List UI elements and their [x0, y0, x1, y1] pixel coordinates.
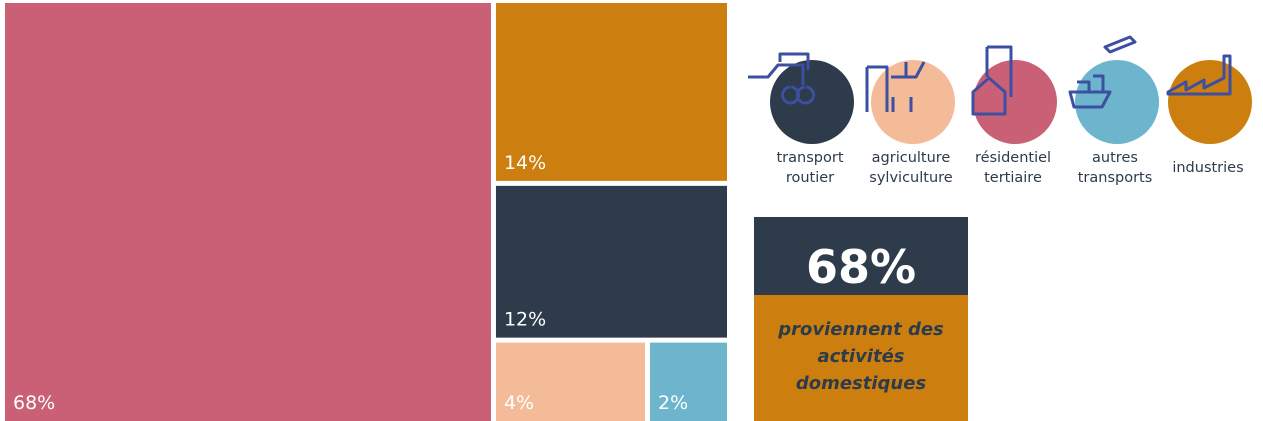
cell-label: 4% — [504, 392, 534, 414]
callout-text: proviennent des activités domestiques — [778, 319, 944, 394]
cell-label: 2% — [658, 392, 688, 414]
treemap-cell — [5, 3, 491, 421]
legend-label: transport routier — [776, 150, 844, 186]
icon — [865, 61, 926, 112]
cell-label: 12% — [504, 309, 546, 331]
icon — [1166, 54, 1232, 96]
legend-label: autres transports — [1077, 150, 1153, 186]
legend-label: agriculture sylviculture — [869, 150, 953, 186]
legend-swatch — [770, 60, 854, 144]
callout-bottom — [754, 295, 968, 421]
legend-icon — [1068, 35, 1137, 109]
treemap-cell — [649, 342, 727, 421]
treemap-cell — [495, 342, 645, 421]
legend-icon — [1166, 54, 1232, 96]
icon — [971, 45, 1013, 116]
legend-label: industries — [1172, 160, 1244, 176]
legend-label: résidentiel tertiaire — [974, 150, 1052, 186]
legend-icon — [748, 52, 815, 105]
legend-icon — [865, 61, 926, 112]
legend-swatch — [1075, 60, 1159, 144]
treemap-cell — [495, 3, 727, 181]
treemap-cell — [495, 185, 727, 338]
cell-label: 14% — [504, 152, 546, 174]
callout-top — [754, 217, 968, 295]
icon — [748, 52, 815, 105]
callout-value: 68% — [805, 240, 917, 294]
cell-label: 68% — [13, 392, 55, 414]
legend-icon — [971, 45, 1013, 116]
icon — [1068, 35, 1137, 109]
legend-swatch — [871, 60, 955, 144]
legend-swatch — [1168, 60, 1252, 144]
